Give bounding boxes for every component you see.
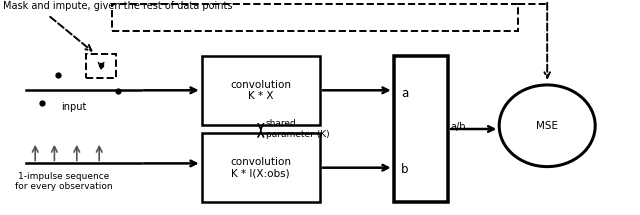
Text: 1-impulse sequence
for every observation: 1-impulse sequence for every observation (15, 172, 113, 191)
Text: shared
parameter (K): shared parameter (K) (266, 119, 330, 139)
Text: convolution
K * X: convolution K * X (230, 80, 291, 101)
Text: a/b: a/b (451, 122, 466, 132)
FancyBboxPatch shape (394, 56, 448, 202)
Text: a: a (401, 88, 408, 100)
Text: input: input (61, 102, 86, 112)
FancyBboxPatch shape (202, 56, 320, 125)
Text: convolution
K * I(X:obs): convolution K * I(X:obs) (230, 157, 291, 178)
Text: Mask and impute, given the rest of data points: Mask and impute, given the rest of data … (3, 1, 233, 11)
Ellipse shape (499, 85, 595, 167)
FancyBboxPatch shape (86, 54, 116, 78)
Text: MSE: MSE (536, 121, 558, 131)
Text: b: b (401, 163, 409, 177)
FancyBboxPatch shape (202, 133, 320, 202)
